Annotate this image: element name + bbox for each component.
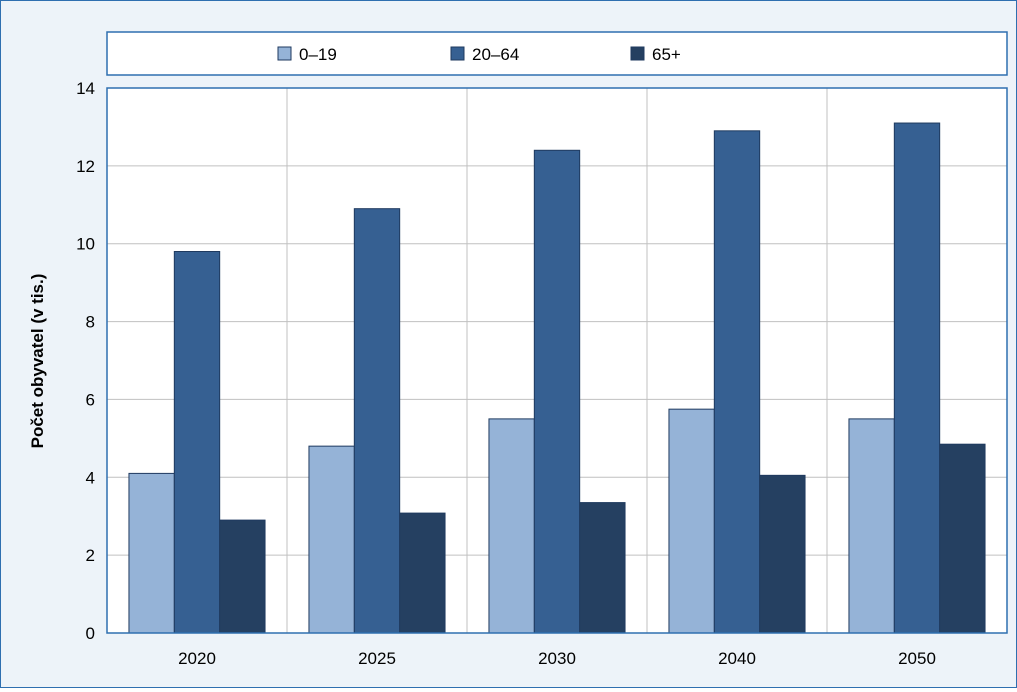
legend-label: 65+ xyxy=(652,45,681,64)
x-tick-label: 2020 xyxy=(178,649,216,668)
legend-swatch xyxy=(450,46,465,61)
y-tick-label: 2 xyxy=(86,546,95,565)
bar-65+-2020 xyxy=(219,519,266,634)
bar-65+-2025 xyxy=(399,512,446,634)
y-tick-label: 6 xyxy=(86,390,95,409)
x-axis-ticks: 2020 2025 2030 2040 2050 xyxy=(178,649,936,668)
bar-0-19-2025 xyxy=(308,445,355,634)
legend-label: 20–64 xyxy=(472,45,519,64)
plot-border xyxy=(106,87,1008,634)
x-tick-label: 2025 xyxy=(358,649,396,668)
x-tick-label: 2030 xyxy=(538,649,576,668)
x-tick-label: 2050 xyxy=(898,649,936,668)
bar-20-64-2030 xyxy=(533,149,581,634)
x-tick-label: 2040 xyxy=(718,649,756,668)
bar-0-19-2040 xyxy=(668,408,715,634)
legend-box xyxy=(106,31,1008,76)
legend-swatch xyxy=(277,46,292,61)
legend: 0–19 20–64 65+ xyxy=(277,45,681,64)
y-tick-label: 8 xyxy=(86,313,95,332)
bar-65+-2040 xyxy=(759,474,806,634)
y-tick-label: 14 xyxy=(76,79,95,98)
y-tick-label: 4 xyxy=(86,468,95,487)
y-axis-label: Počet obyvatel (v tis.) xyxy=(28,274,47,449)
y-axis-ticks: 0 2 4 6 8 10 12 14 xyxy=(76,79,95,643)
bar-0-19-2020 xyxy=(128,472,175,634)
bar-20-64-2050 xyxy=(893,122,941,634)
y-tick-label: 12 xyxy=(76,157,95,176)
y-tick-label: 0 xyxy=(86,624,95,643)
legend-swatch xyxy=(630,46,645,61)
bar-20-64-2025 xyxy=(353,208,401,634)
bar-20-64-2040 xyxy=(713,130,761,634)
bar-0-19-2030 xyxy=(488,418,535,634)
legend-label: 0–19 xyxy=(299,45,337,64)
bar-20-64-2020 xyxy=(173,251,221,634)
bar-65+-2050 xyxy=(939,443,986,634)
y-tick-label: 10 xyxy=(76,235,95,254)
bar-0-19-2050 xyxy=(848,418,895,634)
bar-65+-2030 xyxy=(579,502,626,634)
